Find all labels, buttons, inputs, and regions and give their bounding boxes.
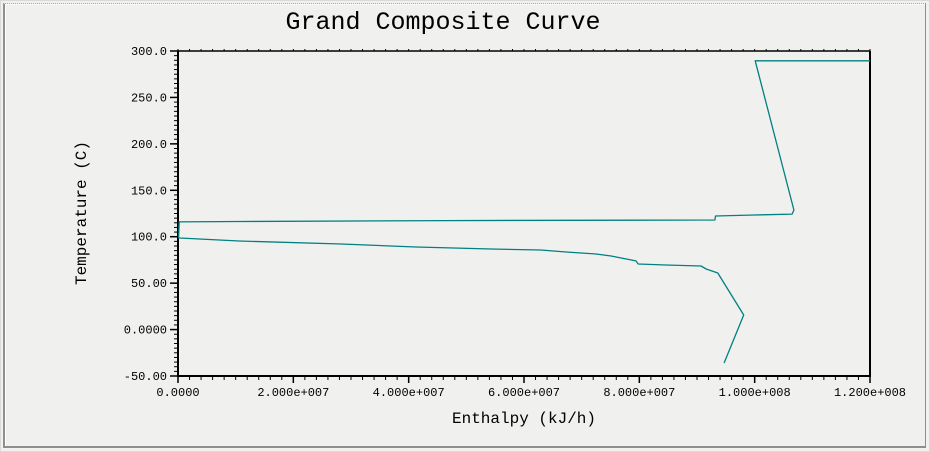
y-tick-label: 50.00 <box>131 277 167 291</box>
y-tick-label: -50.00 <box>124 370 167 384</box>
y-tick-label: 150.0 <box>131 184 167 198</box>
x-tick-label: 2.000e+007 <box>257 386 329 400</box>
y-tick-label: 300.0 <box>131 45 167 59</box>
y-tick-label: 250.0 <box>131 91 167 105</box>
x-axis-title: Enthalpy (kJ/h) <box>451 410 597 428</box>
grand-composite-curve <box>177 60 870 364</box>
y-tick-label: 100.0 <box>131 231 167 245</box>
y-tick-label: 200.0 <box>131 138 167 152</box>
x-tick-label: 1.200e+008 <box>834 386 906 400</box>
window-frame <box>3 3 926 448</box>
x-tick-label: 1.000e+008 <box>719 386 791 400</box>
x-tick-label: 0.0000 <box>156 386 199 400</box>
x-tick-label: 8.000e+007 <box>603 386 675 400</box>
y-tick-label: 0.0000 <box>124 324 167 338</box>
x-tick-label: 6.000e+007 <box>488 386 560 400</box>
chart-title: Grand Composite Curve <box>285 8 601 37</box>
x-tick-label: 4.000e+007 <box>373 386 445 400</box>
